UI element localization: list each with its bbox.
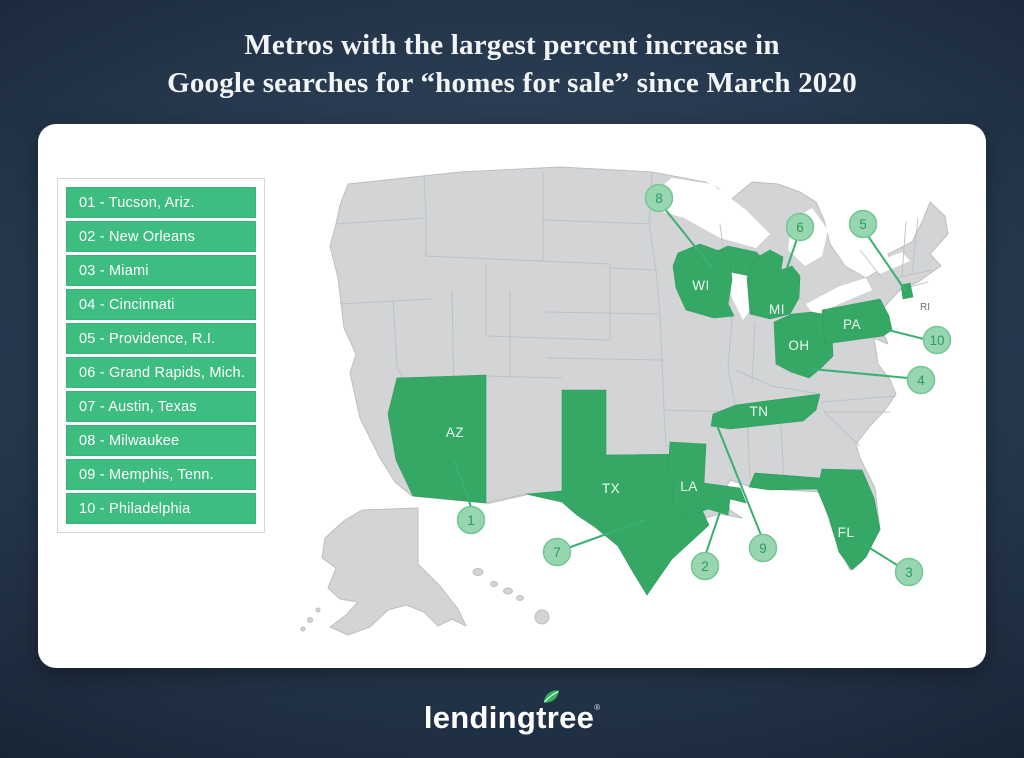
state-FL xyxy=(748,468,881,571)
svg-text:9: 9 xyxy=(759,541,767,556)
legend-item-6: 06 - Grand Rapids, Mich. xyxy=(66,357,256,388)
leader-line-10 xyxy=(887,329,925,340)
alaska-hawaii xyxy=(300,507,550,636)
hawaii-island xyxy=(472,568,484,576)
state-labels: AZ TX LA FL TN OH PA MI WI RI xyxy=(446,278,930,540)
hawaii-big-island xyxy=(534,609,550,625)
alaska xyxy=(321,507,467,636)
state-label-OH: OH xyxy=(788,338,809,353)
map-marker-9: 9 xyxy=(748,533,778,563)
state-label-TN: TN xyxy=(750,404,769,419)
hawaii-island xyxy=(490,581,498,587)
us-map-svg: AZ TX LA FL TN OH PA MI WI RI xyxy=(300,166,952,636)
leader-line-4 xyxy=(811,368,909,379)
legend-item-2: 02 - New Orleans xyxy=(66,221,256,252)
us-map: AZ TX LA FL TN OH PA MI WI RI xyxy=(300,158,980,658)
state-LA xyxy=(667,441,747,518)
state-label-MI: MI xyxy=(769,302,785,317)
map-marker-3: 3 xyxy=(894,557,924,587)
infographic-title: Metros with the largest percent increase… xyxy=(0,26,1024,103)
state-TN xyxy=(710,393,821,430)
state-label-WI: WI xyxy=(692,278,710,293)
leaf-icon xyxy=(543,690,559,703)
map-marker-5: 5 xyxy=(848,209,878,239)
lake-erie xyxy=(806,278,872,316)
marker-leader-lines xyxy=(454,208,925,566)
leader-line-8 xyxy=(664,208,713,269)
svg-text:1: 1 xyxy=(467,513,475,528)
legend-item-8: 08 - Milwaukee xyxy=(66,425,256,456)
state-WI xyxy=(672,243,735,319)
map-marker-7: 7 xyxy=(542,537,572,567)
svg-text:8: 8 xyxy=(655,191,663,206)
content-card: 01 - Tucson, Ariz. 02 - New Orleans 03 -… xyxy=(38,124,986,668)
state-label-FL: FL xyxy=(838,525,855,540)
map-markers: 1 2 3 4 5 xyxy=(456,183,952,587)
legend-item-5: 05 - Providence, R.I. xyxy=(66,323,256,354)
map-marker-1: 1 xyxy=(456,505,486,535)
leader-line-7 xyxy=(567,519,646,549)
legend-item-10: 10 - Philadelphia xyxy=(66,493,256,524)
state-label-LA: LA xyxy=(680,479,698,494)
leader-line-6 xyxy=(786,238,798,269)
highlighted-states xyxy=(387,243,914,596)
state-label-RI: RI xyxy=(920,302,930,313)
state-label-TX: TX xyxy=(602,481,620,496)
svg-text:2: 2 xyxy=(701,559,709,574)
map-marker-10: 10 xyxy=(922,325,952,355)
state-OH xyxy=(773,311,834,379)
svg-text:4: 4 xyxy=(917,373,925,388)
map-marker-2: 2 xyxy=(690,551,720,581)
lake-ontario xyxy=(870,252,910,274)
map-marker-4: 4 xyxy=(906,365,936,395)
title-line-1: Metros with the largest percent increase… xyxy=(244,29,780,61)
svg-text:7: 7 xyxy=(553,545,561,560)
leader-line-9 xyxy=(717,427,762,536)
svg-text:6: 6 xyxy=(796,220,804,235)
logo-registered-mark: ® xyxy=(594,703,601,712)
svg-text:3: 3 xyxy=(905,565,913,580)
leader-line-2 xyxy=(705,511,721,554)
map-marker-6: 6 xyxy=(785,212,815,242)
hawaii-island xyxy=(503,587,513,595)
legend-item-7: 07 - Austin, Texas xyxy=(66,391,256,422)
lendingtree-logo: lendingtree® xyxy=(0,688,1024,748)
state-AZ xyxy=(387,374,487,504)
leader-line-3 xyxy=(864,544,898,566)
lake-superior xyxy=(645,178,770,248)
legend-item-4: 04 - Cincinnati xyxy=(66,289,256,320)
state-label-AZ: AZ xyxy=(446,425,464,440)
svg-text:5: 5 xyxy=(859,217,867,232)
state-TX xyxy=(525,389,710,596)
leader-line-5 xyxy=(867,235,906,291)
logo-wordmark: lendingtree xyxy=(423,700,595,735)
legend-item-1: 01 - Tucson, Ariz. xyxy=(66,187,256,218)
title-line-2: Google searches for “homes for sale” sin… xyxy=(167,67,857,100)
legend-item-9: 09 - Memphis, Tenn. xyxy=(66,459,256,490)
ranking-legend: 01 - Tucson, Ariz. 02 - New Orleans 03 -… xyxy=(57,178,265,533)
map-marker-8: 8 xyxy=(644,183,674,213)
state-label-PA: PA xyxy=(843,317,861,332)
leader-line-1 xyxy=(454,461,472,508)
legend-item-3: 03 - Miami xyxy=(66,255,256,286)
svg-text:10: 10 xyxy=(929,333,944,348)
hawaii-island xyxy=(516,595,524,601)
